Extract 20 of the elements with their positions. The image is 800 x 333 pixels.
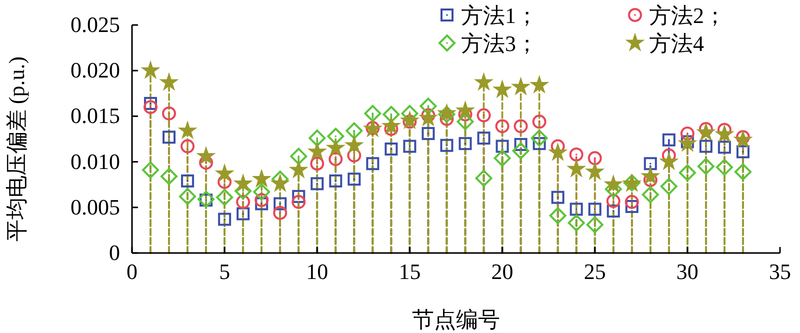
y-tick-label: 0.015 [70, 103, 120, 128]
y-tick-label: 0.005 [70, 194, 120, 220]
x-axis-title: 节点编号 [412, 307, 500, 332]
x-tick-label: 5 [219, 259, 230, 284]
x-tick-label: 20 [491, 259, 514, 284]
x-tick-label: 25 [584, 259, 606, 284]
legend-label: 方法4 [649, 31, 704, 56]
y-tick-label: 0.020 [70, 58, 120, 83]
x-tick-label: 0 [126, 259, 138, 284]
legend-label: 方法3； [461, 31, 538, 56]
x-tick-label: 35 [769, 259, 791, 284]
legend-label: 方法1； [461, 3, 538, 28]
y-tick-label: 0 [109, 240, 120, 265]
y-tick-label: 0.025 [70, 12, 120, 37]
x-tick-label: 30 [676, 259, 698, 284]
x-tick-label: 15 [398, 259, 421, 284]
x-tick-label: 10 [306, 259, 328, 284]
legend-label: 方法2； [649, 3, 726, 28]
y-axis-title: 平均电压偏差 (p.u.) [4, 56, 29, 242]
y-tick-label: 0.010 [70, 148, 120, 174]
